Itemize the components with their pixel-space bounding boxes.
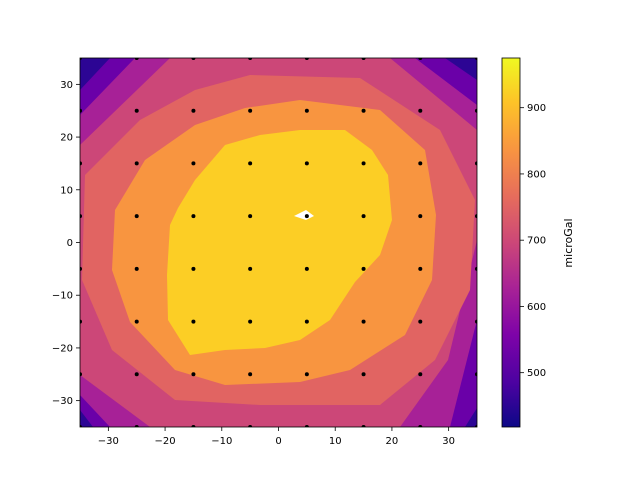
x-tick-label: −20: [155, 436, 176, 447]
station-point: [134, 214, 139, 219]
station-point: [134, 319, 139, 324]
station-point: [80, 266, 82, 271]
colorbar-tick-label: 600: [527, 302, 546, 313]
station-point: [248, 58, 253, 60]
station-point: [191, 425, 196, 427]
station-point: [304, 214, 309, 219]
station-point: [191, 214, 196, 219]
station-point: [134, 161, 139, 166]
station-point: [304, 161, 309, 166]
y-tick-label: −30: [52, 396, 73, 407]
station-point: [191, 108, 196, 113]
station-point: [475, 266, 477, 271]
peak-marker: [294, 210, 314, 220]
station-point: [304, 58, 309, 60]
station-point: [80, 425, 82, 427]
colorbar-tick-label: 700: [527, 236, 546, 247]
station-point: [134, 372, 139, 377]
station-point: [304, 319, 309, 324]
station-point: [418, 108, 423, 113]
station-point: [361, 372, 366, 377]
station-point: [304, 108, 309, 113]
x-axis: −30 −20 −10 0 10 20 30: [98, 427, 455, 447]
station-point: [475, 319, 477, 324]
y-tick-label: −20: [52, 343, 73, 354]
x-tick-label: −30: [98, 436, 119, 447]
station-point: [80, 58, 82, 60]
station-point: [80, 214, 82, 219]
station-point: [248, 372, 253, 377]
y-tick-label: 20: [60, 133, 73, 144]
plot-area: [80, 58, 477, 427]
station-point: [418, 425, 423, 427]
station-point: [80, 319, 82, 324]
station-point: [475, 108, 477, 113]
x-tick-label: 20: [386, 436, 399, 447]
station-point: [80, 161, 82, 166]
station-point: [361, 425, 366, 427]
station-point: [418, 372, 423, 377]
station-point: [80, 108, 82, 113]
station-point: [191, 319, 196, 324]
station-point: [248, 319, 253, 324]
colorbar-tick-label: 900: [527, 103, 546, 114]
colorbar-label: microGal: [562, 218, 575, 267]
station-point: [134, 108, 139, 113]
y-tick-label: −10: [52, 291, 73, 302]
station-point: [248, 108, 253, 113]
y-tick-label: 30: [60, 80, 73, 91]
y-tick-label: 10: [60, 185, 73, 196]
colorbar: 500 600 700 800 900 microGal: [501, 57, 575, 428]
colorbar-gradient: [501, 57, 521, 428]
colorbar-tick-label: 500: [527, 368, 546, 379]
x-tick-label: −10: [211, 436, 232, 447]
station-point: [418, 266, 423, 271]
station-point: [191, 372, 196, 377]
station-point: [418, 58, 423, 60]
station-point: [248, 266, 253, 271]
station-point: [248, 161, 253, 166]
station-point: [418, 161, 423, 166]
station-point: [475, 161, 477, 166]
y-tick-label: 0: [67, 238, 73, 249]
station-point: [361, 319, 366, 324]
station-point: [361, 214, 366, 219]
station-point: [361, 266, 366, 271]
station-point: [475, 58, 477, 60]
station-point: [418, 214, 423, 219]
station-point: [80, 372, 82, 377]
station-point: [361, 58, 366, 60]
station-point: [304, 266, 309, 271]
station-point: [248, 214, 253, 219]
station-point: [304, 372, 309, 377]
station-point: [134, 266, 139, 271]
station-point: [191, 161, 196, 166]
station-point: [475, 214, 477, 219]
station-point: [191, 266, 196, 271]
station-point: [191, 58, 196, 60]
colorbar-tick-label: 800: [527, 169, 546, 180]
station-point: [361, 161, 366, 166]
contour-band-highest: [167, 130, 392, 355]
y-axis: −30 −20 −10 0 10 20 30: [52, 80, 80, 407]
station-point: [134, 58, 139, 60]
station-point: [361, 108, 366, 113]
station-point: [134, 425, 139, 427]
x-tick-label: 30: [442, 436, 455, 447]
station-points: [80, 58, 477, 427]
x-tick-label: 10: [329, 436, 342, 447]
station-point: [248, 425, 253, 427]
station-point: [304, 425, 309, 427]
station-point: [475, 425, 477, 427]
colorbar-ticks: 500 600 700 800 900: [520, 103, 546, 379]
x-tick-label: 0: [275, 436, 281, 447]
station-point: [418, 319, 423, 324]
station-point: [475, 372, 477, 377]
